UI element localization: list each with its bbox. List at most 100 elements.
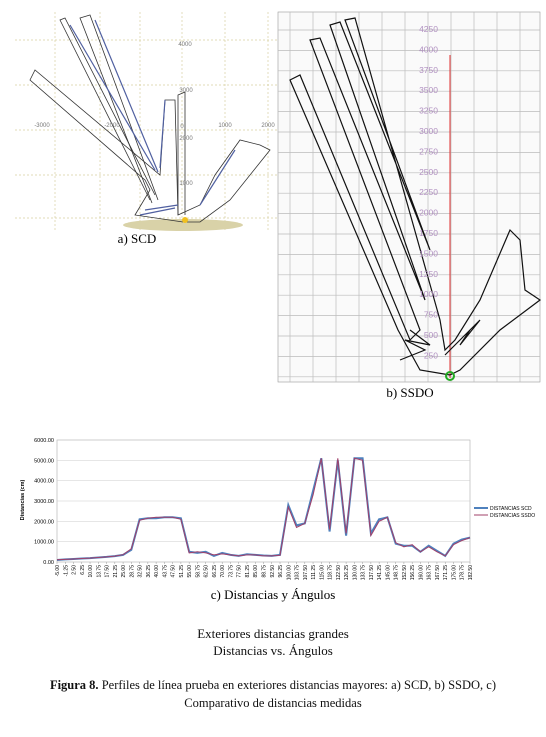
x-tick-label: 115.00 bbox=[319, 565, 325, 580]
panel-c-caption: c) Distancias y Ángulos bbox=[211, 587, 336, 602]
x-tick-label: 103.75 bbox=[295, 565, 301, 581]
panel-b-caption: b) SSDO bbox=[386, 385, 433, 400]
tick-label: 1000 bbox=[179, 181, 193, 187]
y-tick-label: 2000.00 bbox=[34, 519, 54, 525]
tick-label: 3750 bbox=[419, 65, 438, 75]
x-tick-label: 10.00 bbox=[88, 565, 94, 578]
panel-a-scan-blue bbox=[69, 19, 236, 216]
y-axis-label: Distancias (cm) bbox=[20, 480, 26, 521]
panel-a-caption: a) SCD bbox=[118, 231, 157, 246]
panel-a: 4000 -3000 -2000 0 1000 2000 3000 2000 1000 bbox=[15, 12, 280, 231]
tick-label: 250 bbox=[424, 350, 438, 360]
x-tick-label: 107.50 bbox=[303, 565, 309, 581]
x-tick-label: 182.50 bbox=[468, 565, 474, 581]
x-tick-label: 156.25 bbox=[410, 565, 416, 581]
x-tick-label: 55.00 bbox=[187, 565, 193, 578]
x-tick-label: 145.00 bbox=[385, 565, 391, 581]
x-tick-label: 47.50 bbox=[171, 565, 177, 578]
legend-label: DISTANCIAS SSDO bbox=[490, 513, 535, 519]
x-tick-label: 25.00 bbox=[121, 565, 127, 578]
x-tick-label: 77.50 bbox=[237, 565, 243, 578]
heading-line: Exteriores distancias grandes bbox=[197, 626, 349, 641]
y-tick-label: 6000.00 bbox=[34, 438, 54, 444]
tick-label: 3000 bbox=[419, 126, 438, 136]
x-tick-label: 148.75 bbox=[394, 565, 400, 581]
tick-label: 2250 bbox=[419, 187, 438, 197]
tick-label: 4000 bbox=[419, 44, 438, 54]
panel-b-grid bbox=[278, 12, 540, 382]
tick-label: 2000 bbox=[419, 208, 438, 218]
x-tick-label: 137.50 bbox=[369, 565, 375, 581]
x-tick-label: 85.00 bbox=[253, 565, 259, 578]
x-tick-label: -1.25 bbox=[63, 565, 69, 577]
tick-label: 4000 bbox=[178, 42, 192, 48]
x-tick-label: 126.25 bbox=[344, 565, 350, 581]
x-tick-label: 92.50 bbox=[270, 565, 276, 578]
x-tick-label: 167.50 bbox=[435, 565, 441, 581]
tick-label: 500 bbox=[424, 330, 438, 340]
legend-label: DISTANCIAS SCD bbox=[490, 506, 532, 512]
x-tick-label: 122.50 bbox=[336, 565, 342, 581]
tick-label: 2500 bbox=[419, 167, 438, 177]
x-tick-label: 96.25 bbox=[278, 565, 284, 578]
caption-label: Figura 8. bbox=[49, 678, 99, 692]
x-tick-label: 58.75 bbox=[195, 565, 201, 578]
x-tick-label: 2.50 bbox=[72, 565, 78, 575]
figure-caption: Figura 8. Perfiles de línea prueba en ex… bbox=[40, 676, 506, 712]
tick-label: 1250 bbox=[419, 269, 438, 279]
panel-b-scan bbox=[289, 17, 542, 376]
panel-a-grid bbox=[15, 12, 280, 230]
tick-label: 3250 bbox=[419, 106, 438, 116]
tick-label: 750 bbox=[424, 310, 438, 320]
x-tick-label: 13.75 bbox=[96, 565, 102, 578]
panel-a-sensor bbox=[182, 217, 188, 223]
x-tick-label: 100.00 bbox=[286, 565, 292, 581]
panel-c-chart: Distancias (cm) 0.00 1000.00 2000.00 3000.0… bbox=[20, 438, 535, 580]
tick-label: 1000 bbox=[218, 123, 232, 129]
x-tick-label: 40.00 bbox=[154, 565, 160, 578]
x-tick-label: -5.00 bbox=[55, 565, 61, 577]
y-tick-label: 5000.00 bbox=[34, 458, 54, 464]
y-tick-label: 4000.00 bbox=[34, 479, 54, 485]
x-tick-label: 111.25 bbox=[311, 565, 317, 580]
panel-a-scan bbox=[29, 14, 271, 223]
x-tick-label: 51.25 bbox=[179, 565, 185, 578]
tick-label: 2000 bbox=[261, 123, 275, 129]
panel-b: 4250 4000 3750 3500 3250 3000 2750 2500 2250 2000… bbox=[277, 11, 542, 383]
x-tick-label: 6.25 bbox=[80, 565, 86, 575]
x-tick-label: 152.50 bbox=[402, 565, 408, 581]
series-line bbox=[56, 457, 471, 561]
tick-label: -2000 bbox=[104, 123, 120, 129]
tick-label: 3000 bbox=[179, 88, 193, 94]
x-tick-label: 43.75 bbox=[162, 565, 168, 578]
x-tick-label: 163.75 bbox=[427, 565, 433, 581]
panel-a-base bbox=[123, 219, 243, 231]
y-tick-label: 3000.00 bbox=[34, 499, 54, 505]
x-tick-label: 88.75 bbox=[262, 565, 268, 578]
x-tick-label: 62.50 bbox=[204, 565, 210, 578]
heading-line: Distancias vs. Ángulos bbox=[213, 643, 333, 658]
x-tick-label: 175.00 bbox=[451, 565, 457, 581]
x-tick-label: 73.75 bbox=[228, 565, 234, 578]
x-tick-label: 70.00 bbox=[220, 565, 226, 578]
x-tick-label: 141.25 bbox=[377, 565, 383, 581]
x-tick-label: 17.50 bbox=[105, 565, 111, 578]
x-tick-label: 32.50 bbox=[138, 565, 144, 578]
tick-label: 1750 bbox=[419, 228, 438, 238]
series-line bbox=[56, 457, 471, 561]
x-tick-label: 28.75 bbox=[129, 565, 135, 578]
tick-label: -3000 bbox=[34, 123, 50, 129]
tick-label: 1500 bbox=[419, 248, 438, 258]
x-tick-label: 130.00 bbox=[352, 565, 358, 581]
x-tick-label: 160.00 bbox=[418, 565, 424, 581]
y-tick-label: 1000.00 bbox=[34, 540, 54, 546]
y-tick-label: 0.00 bbox=[43, 560, 54, 566]
tick-label: 3500 bbox=[419, 85, 438, 95]
x-tick-label: 81.25 bbox=[245, 565, 251, 578]
tick-label: 2000 bbox=[179, 136, 193, 142]
x-tick-label: 118.75 bbox=[328, 565, 334, 580]
x-tick-label: 21.25 bbox=[113, 565, 119, 578]
